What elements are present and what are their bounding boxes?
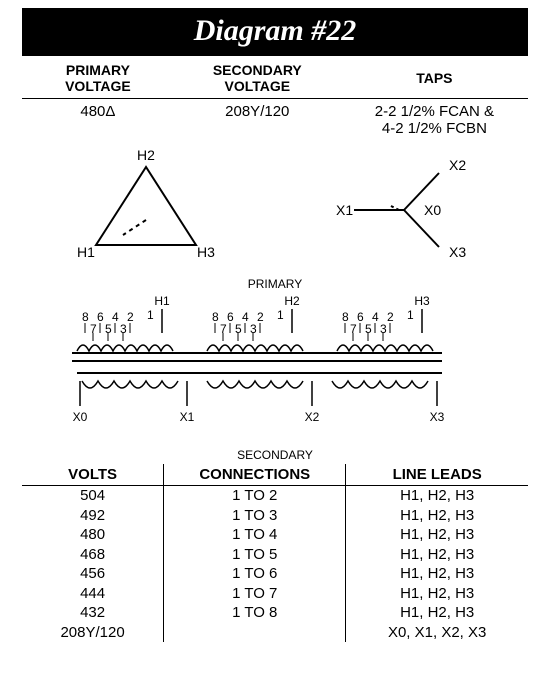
- cell-line-leads: H1, H2, H3: [346, 506, 528, 526]
- tap-1-g2: 1: [277, 308, 284, 322]
- hdr-connections: CONNECTIONS: [164, 464, 346, 486]
- cell-connections: [164, 623, 346, 643]
- table-row: 4441 TO 7H1, H2, H3: [22, 584, 528, 604]
- cell-volts: 468: [22, 545, 164, 565]
- tap-8-g3: 8: [342, 310, 349, 324]
- tap-6-g1: 6: [97, 310, 104, 324]
- cell-volts: 480: [22, 525, 164, 545]
- tap-4-g1: 4: [112, 310, 119, 324]
- prim-term-h3: H3: [414, 294, 430, 308]
- wye-label-x3: X3: [449, 244, 466, 260]
- table-row: 4801 TO 4H1, H2, H3: [22, 525, 528, 545]
- tap-1-g1: 1: [147, 308, 154, 322]
- val-secondary-voltage: 208Y/120: [174, 99, 341, 142]
- cell-connections: 1 TO 4: [164, 525, 346, 545]
- cell-volts: 208Y/120: [22, 623, 164, 643]
- taps-line2: 4-2 1/2% FCBN: [382, 120, 487, 137]
- table-row: 4561 TO 6H1, H2, H3: [22, 564, 528, 584]
- cell-volts: 432: [22, 603, 164, 623]
- cell-line-leads: H1, H2, H3: [346, 603, 528, 623]
- table-row: 5041 TO 2H1, H2, H3: [22, 486, 528, 506]
- table-row: 4681 TO 5H1, H2, H3: [22, 545, 528, 565]
- cell-line-leads: H1, H2, H3: [346, 584, 528, 604]
- table-row: 4321 TO 8H1, H2, H3: [22, 603, 528, 623]
- secondary-section-label: SECONDARY: [22, 448, 528, 462]
- table-row: 208Y/120 X0, X1, X2, X3: [22, 623, 528, 643]
- cell-line-leads: H1, H2, H3: [346, 486, 528, 506]
- wye-label-x0: X0: [424, 202, 441, 218]
- cell-line-leads: X0, X1, X2, X3: [346, 623, 528, 643]
- wye-label-x1: X1: [336, 202, 353, 218]
- sec-term-x3: X3: [430, 410, 445, 424]
- delta-label-h3: H3: [197, 244, 215, 260]
- cell-line-leads: H1, H2, H3: [346, 564, 528, 584]
- title-bar: Diagram #22: [22, 8, 528, 56]
- tap-8-g2: 8: [212, 310, 219, 324]
- top-spec-table: PRIMARYVOLTAGE SECONDARYVOLTAGE TAPS 480…: [22, 58, 528, 141]
- tap-2-g1: 2: [127, 310, 134, 324]
- delta-label-h1: H1: [77, 244, 95, 260]
- sec-term-x1: X1: [180, 410, 195, 424]
- winding-diagram: H1 1 8 6 4 2 7 5 3: [22, 291, 502, 441]
- taps-line1: 2-2 1/2% FCAN &: [375, 103, 494, 120]
- delta-label-h2: H2: [137, 147, 155, 163]
- cell-volts: 444: [22, 584, 164, 604]
- cell-line-leads: H1, H2, H3: [346, 545, 528, 565]
- tap-6-g3: 6: [357, 310, 364, 324]
- cell-connections: 1 TO 7: [164, 584, 346, 604]
- cell-connections: 1 TO 2: [164, 486, 346, 506]
- cell-connections: 1 TO 6: [164, 564, 346, 584]
- tap-1-g3: 1: [407, 308, 414, 322]
- val-primary-voltage: 480Δ: [22, 99, 174, 142]
- primary-section-label: PRIMARY: [22, 277, 528, 291]
- cell-volts: 456: [22, 564, 164, 584]
- hdr-secondary-voltage: SECONDARYVOLTAGE: [174, 58, 341, 99]
- hdr-taps: TAPS: [341, 58, 528, 99]
- cell-connections: 1 TO 8: [164, 603, 346, 623]
- delta-diagram: H2 H1 H3: [51, 145, 241, 275]
- tap-2-g3: 2: [387, 310, 394, 324]
- cell-line-leads: H1, H2, H3: [346, 525, 528, 545]
- sec-term-x2: X2: [305, 410, 320, 424]
- page-root: Diagram #22 PRIMARYVOLTAGE SECONDARYVOLT…: [0, 0, 550, 680]
- wye-label-x2: X2: [449, 157, 466, 173]
- tap-2-g2: 2: [257, 310, 264, 324]
- cell-connections: 1 TO 3: [164, 506, 346, 526]
- cell-volts: 504: [22, 486, 164, 506]
- prim-term-h1: H1: [154, 294, 170, 308]
- hdr-line-leads: LINE LEADS: [346, 464, 528, 486]
- table-row: 4921 TO 3H1, H2, H3: [22, 506, 528, 526]
- tap-4-g2: 4: [242, 310, 249, 324]
- prim-term-h2: H2: [284, 294, 300, 308]
- wye-diagram: X2 X1 X0 X3: [299, 145, 499, 275]
- sec-term-x0: X0: [73, 410, 88, 424]
- val-taps: 2-2 1/2% FCAN & 4-2 1/2% FCBN: [341, 99, 528, 142]
- tap-4-g3: 4: [372, 310, 379, 324]
- schematic-row: H2 H1 H3 X2 X1 X0 X3: [22, 145, 528, 275]
- cell-connections: 1 TO 5: [164, 545, 346, 565]
- connections-table: VOLTS CONNECTIONS LINE LEADS 5041 TO 2H1…: [22, 464, 528, 642]
- hdr-volts: VOLTS: [22, 464, 164, 486]
- cell-volts: 492: [22, 506, 164, 526]
- tap-8-g1: 8: [82, 310, 89, 324]
- tap-6-g2: 6: [227, 310, 234, 324]
- hdr-primary-voltage: PRIMARYVOLTAGE: [22, 58, 174, 99]
